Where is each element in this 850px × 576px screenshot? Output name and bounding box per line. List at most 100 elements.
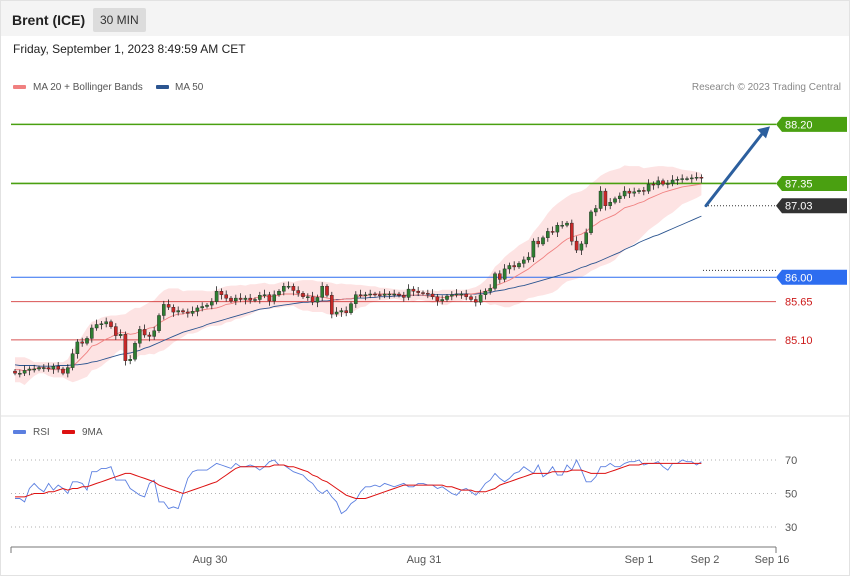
candle-body-up <box>656 180 660 186</box>
candle-body-up <box>200 306 205 309</box>
candle-body-up <box>493 273 497 289</box>
candle <box>594 204 598 217</box>
candle-body-down <box>147 334 152 337</box>
candle-body-up <box>315 297 320 303</box>
candle <box>541 235 545 246</box>
pivot-level-tag <box>776 269 847 285</box>
candle <box>589 209 593 235</box>
candle-body-up <box>618 195 622 199</box>
candle-body-up <box>666 183 670 185</box>
candle <box>363 291 368 301</box>
candle <box>262 289 267 299</box>
candle-body-down <box>325 286 329 296</box>
candle-body-down <box>550 231 555 233</box>
candle <box>464 289 469 301</box>
rsi-tick-label: 70 <box>785 455 797 467</box>
candle-body-down <box>512 265 516 268</box>
candle-body-up <box>65 367 70 374</box>
candle-body-up <box>517 263 521 268</box>
chart-header: Brent (ICE) 30 MIN <box>1 1 849 36</box>
candle <box>61 366 65 376</box>
candle <box>123 331 128 366</box>
candle <box>205 302 209 309</box>
credit-label: Research © 2023 Trading Central <box>692 82 841 93</box>
candle <box>546 227 550 242</box>
candle <box>296 286 301 297</box>
candle-body-up <box>478 294 483 303</box>
candle <box>642 186 646 196</box>
candle <box>330 291 334 319</box>
candle <box>555 222 560 237</box>
resistance-level-label: 88.20 <box>785 119 813 131</box>
rsi-tick-label: 50 <box>785 489 797 501</box>
candle <box>85 336 89 346</box>
last-level-tag <box>776 198 847 214</box>
timeframe-button[interactable]: 30 MIN <box>93 8 146 32</box>
candle-body-down <box>109 321 113 327</box>
candle <box>378 291 382 300</box>
candle <box>195 305 200 317</box>
candle-body-up <box>277 291 281 295</box>
candle <box>550 226 555 235</box>
candle-body-up <box>502 268 507 280</box>
candle-body-up <box>594 208 598 213</box>
candle-body-down <box>56 366 60 370</box>
ma50-legend-label: MA 50 <box>175 82 204 93</box>
support-level-label: 85.10 <box>785 335 813 347</box>
candle <box>459 291 464 299</box>
candle-body-up <box>363 294 368 296</box>
support-level-label: 85.65 <box>785 297 813 309</box>
candle-body-down <box>435 296 440 302</box>
candle-body-up <box>190 311 195 314</box>
candle-body-up <box>176 310 181 313</box>
candle <box>128 355 133 365</box>
candle-body-up <box>37 367 41 370</box>
candle <box>502 264 507 283</box>
candle-body-up <box>133 343 137 360</box>
candle <box>397 291 401 298</box>
rsi-ma-swatch <box>62 430 75 434</box>
candle-body-down <box>651 183 656 186</box>
candle-body-up <box>205 304 209 307</box>
candle-body-up <box>646 183 651 192</box>
candle-body-up <box>483 291 488 295</box>
candle-body-down <box>464 293 469 297</box>
candle-body-down <box>267 294 272 302</box>
candle-body-up <box>598 190 603 209</box>
candle <box>142 324 147 338</box>
candle-body-up <box>70 353 75 368</box>
candle <box>670 175 675 187</box>
x-tick-label: Sep 1 <box>625 554 654 566</box>
candle <box>694 172 699 181</box>
candle-body-down <box>80 341 84 344</box>
candle <box>661 178 665 187</box>
x-tick-label: Sep 16 <box>755 554 790 566</box>
candle <box>373 291 377 297</box>
timestamp: Friday, September 1, 2023 8:49:59 AM CET <box>13 42 246 56</box>
candle <box>469 294 473 302</box>
candle <box>233 294 238 306</box>
candle <box>646 179 651 194</box>
candle <box>27 366 32 376</box>
candle <box>613 196 617 205</box>
candle-body-down <box>402 295 406 298</box>
resistance-level-label: 87.35 <box>785 178 813 190</box>
rsi-swatch <box>13 430 26 434</box>
candle <box>349 301 353 315</box>
candle <box>42 364 46 372</box>
rsi-tick-label: 30 <box>785 522 797 534</box>
candle-body-up <box>392 293 397 296</box>
candle <box>70 348 75 371</box>
candle <box>531 238 536 262</box>
candle <box>416 287 421 297</box>
candle <box>680 174 684 183</box>
instrument-title: Brent (ICE) <box>12 12 86 28</box>
x-tick-label: Sep 2 <box>691 554 720 566</box>
candle-body-down <box>373 293 377 296</box>
candle <box>632 187 636 197</box>
candle-body-up <box>42 367 46 369</box>
candle-body-up <box>531 240 536 258</box>
candle <box>37 365 41 372</box>
candle <box>219 288 224 300</box>
candle <box>277 289 281 297</box>
